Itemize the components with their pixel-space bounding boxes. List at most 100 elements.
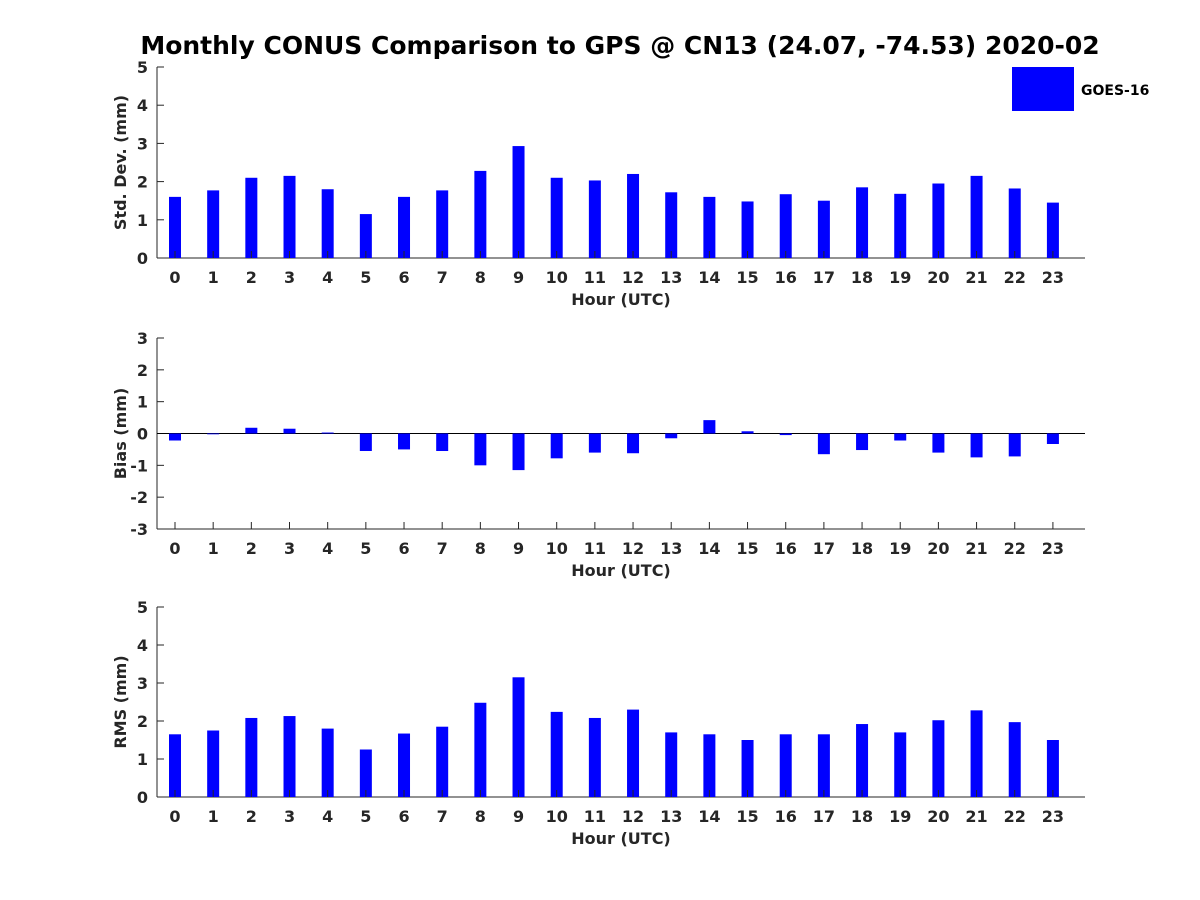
std-dev-x-tick-label: 11 bbox=[584, 268, 606, 287]
bias-bar bbox=[245, 427, 258, 434]
bias-bar bbox=[627, 433, 640, 454]
bias-bar bbox=[398, 433, 411, 450]
std-dev-bar bbox=[359, 214, 372, 258]
std-dev-x-tick-label: 19 bbox=[889, 268, 911, 287]
std-dev-bar bbox=[856, 187, 869, 258]
rms-x-tick-label: 0 bbox=[169, 807, 180, 826]
rms-y-tick-label: 2 bbox=[137, 712, 148, 731]
rms-bar bbox=[588, 717, 601, 797]
bias-bar bbox=[665, 433, 678, 439]
std-dev-y-axis-label: Std. Dev. (mm) bbox=[111, 95, 130, 230]
bias-x-tick-label: 4 bbox=[322, 539, 333, 558]
rms-y-tick-label: 3 bbox=[137, 674, 148, 693]
std-dev-x-tick-label: 17 bbox=[813, 268, 835, 287]
bias-bar bbox=[856, 433, 869, 451]
std-dev-bar bbox=[588, 180, 601, 258]
rms-bar bbox=[1046, 740, 1059, 797]
rms-x-tick-label: 16 bbox=[775, 807, 797, 826]
rms-bar bbox=[321, 728, 334, 797]
std-dev-bar bbox=[665, 192, 678, 258]
std-dev-x-tick-label: 12 bbox=[622, 268, 644, 287]
bias-y-tick-label: -1 bbox=[130, 456, 148, 475]
rms-bar bbox=[1008, 722, 1021, 797]
bias-x-tick-label: 20 bbox=[927, 539, 949, 558]
rms-y-axis-label: RMS (mm) bbox=[111, 655, 130, 748]
rms-x-tick-label: 23 bbox=[1042, 807, 1064, 826]
bias-bar bbox=[741, 431, 754, 434]
std-dev-x-tick-label: 7 bbox=[437, 268, 448, 287]
std-dev-x-tick-label: 15 bbox=[736, 268, 758, 287]
bias-x-tick-label: 14 bbox=[698, 539, 720, 558]
std-dev-x-tick-label: 13 bbox=[660, 268, 682, 287]
std-dev-bar bbox=[321, 189, 334, 258]
rms-x-tick-label: 17 bbox=[813, 807, 835, 826]
bias-x-tick-label: 7 bbox=[437, 539, 448, 558]
bias-y-tick-label: -3 bbox=[130, 520, 148, 539]
std-dev-x-tick-label: 20 bbox=[927, 268, 949, 287]
rms-x-tick-label: 18 bbox=[851, 807, 873, 826]
bias-bar bbox=[932, 433, 945, 453]
std-dev-x-tick-label: 8 bbox=[475, 268, 486, 287]
rms-x-tick-label: 19 bbox=[889, 807, 911, 826]
rms-bar bbox=[741, 740, 754, 797]
std-dev-bar bbox=[894, 193, 907, 258]
rms-bar bbox=[970, 710, 983, 797]
rms-bar bbox=[169, 734, 181, 797]
bias-bar bbox=[817, 433, 830, 455]
bias-bar bbox=[512, 433, 525, 471]
std-dev-bar bbox=[245, 177, 258, 258]
rms-x-tick-label: 7 bbox=[437, 807, 448, 826]
std-dev-bar bbox=[779, 194, 792, 258]
std-dev-x-tick-label: 23 bbox=[1042, 268, 1064, 287]
bias-bar bbox=[894, 433, 907, 441]
bias-bar bbox=[1046, 433, 1059, 445]
rms-x-tick-label: 12 bbox=[622, 807, 644, 826]
rms-x-tick-label: 13 bbox=[660, 807, 682, 826]
bias-bar bbox=[970, 433, 983, 458]
bias-x-tick-label: 13 bbox=[660, 539, 682, 558]
bias-bar bbox=[321, 432, 334, 434]
std-dev-bar bbox=[550, 177, 563, 258]
bias-y-tick-label: 1 bbox=[137, 393, 148, 412]
figure-title: Monthly CONUS Comparison to GPS @ CN13 (… bbox=[140, 31, 1099, 60]
bias-y-tick-label: 0 bbox=[137, 425, 148, 444]
rms-bar bbox=[932, 720, 945, 797]
std-dev-bar bbox=[1008, 188, 1021, 258]
rms-x-tick-label: 1 bbox=[208, 807, 219, 826]
std-dev-x-tick-label: 10 bbox=[546, 268, 568, 287]
bias-bar bbox=[359, 433, 372, 452]
rms-y-tick-label: 5 bbox=[137, 598, 148, 617]
std-dev-bar bbox=[817, 200, 830, 258]
bias-x-tick-label: 16 bbox=[775, 539, 797, 558]
std-dev-x-tick-label: 0 bbox=[169, 268, 180, 287]
std-dev-x-tick-label: 6 bbox=[398, 268, 409, 287]
bias-x-tick-label: 8 bbox=[475, 539, 486, 558]
std-dev-x-tick-label: 16 bbox=[775, 268, 797, 287]
std-dev-x-axis-label: Hour (UTC) bbox=[571, 290, 671, 309]
bias-bar bbox=[779, 433, 792, 436]
bias-bar bbox=[1008, 433, 1021, 457]
bias-y-tick-label: 3 bbox=[137, 329, 148, 348]
rms-y-tick-label: 0 bbox=[137, 788, 148, 807]
rms-bar bbox=[779, 734, 792, 797]
bias-x-tick-label: 1 bbox=[208, 539, 219, 558]
std-dev-x-tick-label: 21 bbox=[965, 268, 987, 287]
rms-bar bbox=[245, 717, 258, 797]
std-dev-bar bbox=[398, 196, 411, 258]
rms-bar bbox=[703, 734, 716, 797]
rms-x-tick-label: 2 bbox=[246, 807, 257, 826]
legend-label: GOES-16 bbox=[1081, 83, 1149, 99]
std-dev-x-tick-label: 5 bbox=[360, 268, 371, 287]
std-dev-bar bbox=[169, 196, 181, 258]
bias-y-tick-label: -2 bbox=[130, 488, 148, 507]
std-dev-y-tick-label: 5 bbox=[137, 58, 148, 77]
std-dev-bar bbox=[207, 190, 220, 258]
rms-x-tick-label: 21 bbox=[965, 807, 987, 826]
std-dev-bar bbox=[627, 173, 640, 258]
rms-x-tick-label: 20 bbox=[927, 807, 949, 826]
rms-bar bbox=[817, 734, 830, 797]
rms-x-tick-label: 15 bbox=[736, 807, 758, 826]
std-dev-bar bbox=[474, 170, 487, 258]
